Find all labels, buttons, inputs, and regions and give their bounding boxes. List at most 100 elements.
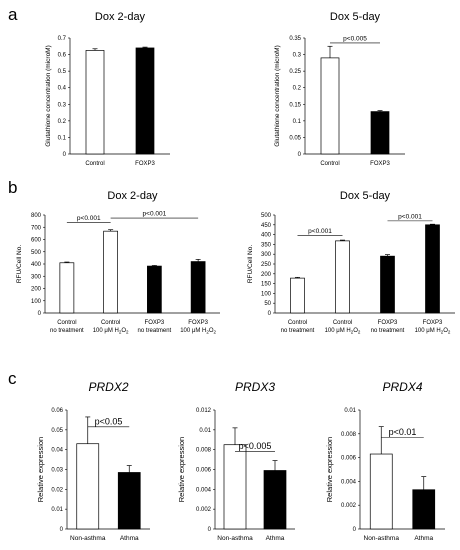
y-tick-label: 500: [31, 250, 42, 256]
bar: [135, 47, 155, 155]
y-axis-label: RFU/Cell No.: [247, 245, 254, 283]
y-tick-label: 0.05: [51, 428, 63, 434]
y-tick-label: 0.04: [51, 448, 63, 454]
bar: [59, 262, 75, 314]
category-label: Non-asthma: [217, 535, 253, 542]
category-label: Control: [333, 320, 352, 326]
y-tick-label: 400: [31, 262, 42, 268]
y-tick-label: 700: [31, 225, 42, 231]
chart-title: PRDX4: [382, 380, 422, 394]
category-label: Non-asthma: [364, 535, 400, 542]
chart-title: PRDX3: [235, 380, 275, 394]
significance-label: p<0.001: [398, 213, 422, 220]
significance-label: p<0.001: [77, 215, 101, 222]
y-tick-label: 450: [261, 223, 272, 229]
category-label: FOXP3: [188, 320, 208, 326]
category-label: no treatment: [138, 328, 172, 334]
y-tick-label: 0.06: [51, 408, 63, 414]
category-label: FOXP3: [145, 320, 165, 326]
y-tick-label: 800: [31, 213, 42, 219]
y-tick-label: 0.7: [58, 36, 67, 42]
y-tick-label: 250: [261, 262, 272, 268]
category-label: no treatment: [50, 328, 84, 334]
category-label: FOXP3: [423, 320, 443, 326]
significance-label: p<0.005: [239, 441, 272, 451]
y-tick-label: 0.3: [58, 102, 67, 108]
y-tick-label: 0.006: [196, 468, 212, 474]
y-tick-label: 200: [31, 287, 42, 293]
bar: [85, 50, 105, 155]
y-tick-label: 300: [261, 252, 272, 258]
y-tick-label: 0: [208, 527, 212, 533]
y-tick-label: 300: [31, 274, 42, 280]
chart-title: Dox 5-day: [330, 11, 381, 23]
y-tick-label: 0: [268, 311, 272, 317]
y-tick-label: 400: [261, 233, 272, 239]
significance-label: p<0.01: [389, 427, 417, 437]
chart-7: PRDX4 0 0.002 0.004 0.006 0.008 0.01 Relative e…: [325, 380, 445, 542]
y-tick-label: 0.03: [51, 468, 63, 474]
y-tick-label: 0.1: [58, 135, 67, 141]
category-label: FOXP3: [135, 161, 155, 167]
y-tick-label: 100: [31, 299, 42, 305]
chart-title: Dox 2-day: [107, 190, 158, 202]
y-axis-label: Glutathione concentration (microM): [45, 45, 52, 147]
bar: [117, 472, 141, 530]
y-tick-label: 0: [353, 527, 357, 533]
category-label: FOXP3: [378, 320, 398, 326]
bar: [370, 111, 390, 155]
y-tick-label: 200: [261, 272, 272, 278]
chart-4: Dox 5-day 0 50 100 150 200 250 300 350 400 450 500 R…: [247, 190, 455, 335]
y-tick-label: 0: [60, 527, 64, 533]
chart-title: Dox 5-day: [340, 190, 391, 202]
y-tick-label: 0.25: [289, 69, 301, 75]
category-label: no treatment: [281, 328, 315, 334]
significance-label: p<0.001: [308, 228, 332, 235]
category-label: 100 μM H2​O2​: [93, 328, 129, 335]
y-tick-label: 50: [264, 301, 271, 307]
y-tick-label: 0.012: [196, 408, 212, 414]
y-tick-label: 0.02: [51, 487, 63, 493]
y-axis-label: RFU/Cell No.: [16, 245, 23, 283]
y-tick-label: 0.01: [51, 507, 63, 513]
y-tick-label: 500: [261, 213, 272, 219]
category-label: Control: [320, 161, 339, 167]
category-label: 100 μM H2​O2​: [415, 328, 451, 335]
bar: [290, 277, 305, 314]
chart-5: PRDX2 0 0.01 0.02 0.03 0.04 0.05 0.06 Relative e…: [36, 380, 150, 542]
y-axis-label: Relative expression: [177, 437, 186, 502]
category-label: Control: [85, 161, 104, 167]
y-tick-label: 0: [38, 311, 42, 317]
y-tick-label: 0.006: [341, 456, 357, 462]
significance-label: p<0.001: [143, 211, 167, 218]
significance-label: p<0.05: [95, 416, 123, 426]
y-axis-label: Relative expression: [325, 437, 334, 502]
y-tick-label: 600: [31, 238, 42, 244]
chart-title: Dox 2-day: [95, 11, 146, 23]
y-tick-label: 0.1: [293, 119, 302, 125]
y-axis-label: Glutathione concentration (microM): [274, 45, 281, 147]
significance-label: p<0.005: [343, 35, 367, 42]
bar: [380, 255, 395, 314]
y-tick-label: 0.01: [199, 428, 211, 434]
y-tick-label: 0.35: [289, 36, 301, 42]
y-tick-label: 0.008: [196, 448, 212, 454]
y-tick-label: 0.4: [58, 86, 67, 92]
y-tick-label: 350: [261, 242, 272, 248]
y-tick-label: 150: [261, 282, 272, 288]
y-tick-label: 0.3: [293, 53, 302, 59]
chart-1: Dox 2-day 0 0.1 0.2 0.3 0.4 0.5 0.6 0.7 Glutathio…: [45, 11, 170, 167]
bar: [320, 57, 340, 155]
bar: [76, 443, 100, 530]
bar: [412, 489, 436, 530]
bar: [147, 265, 162, 314]
panel-letter-b: b: [8, 178, 17, 197]
bar: [190, 261, 206, 314]
category-label: no treatment: [371, 328, 405, 334]
y-tick-label: 0.6: [58, 53, 67, 59]
y-tick-label: 0.2: [58, 119, 67, 125]
y-tick-label: 0: [298, 152, 302, 158]
y-tick-label: 0.002: [341, 503, 357, 509]
bar: [103, 230, 118, 314]
